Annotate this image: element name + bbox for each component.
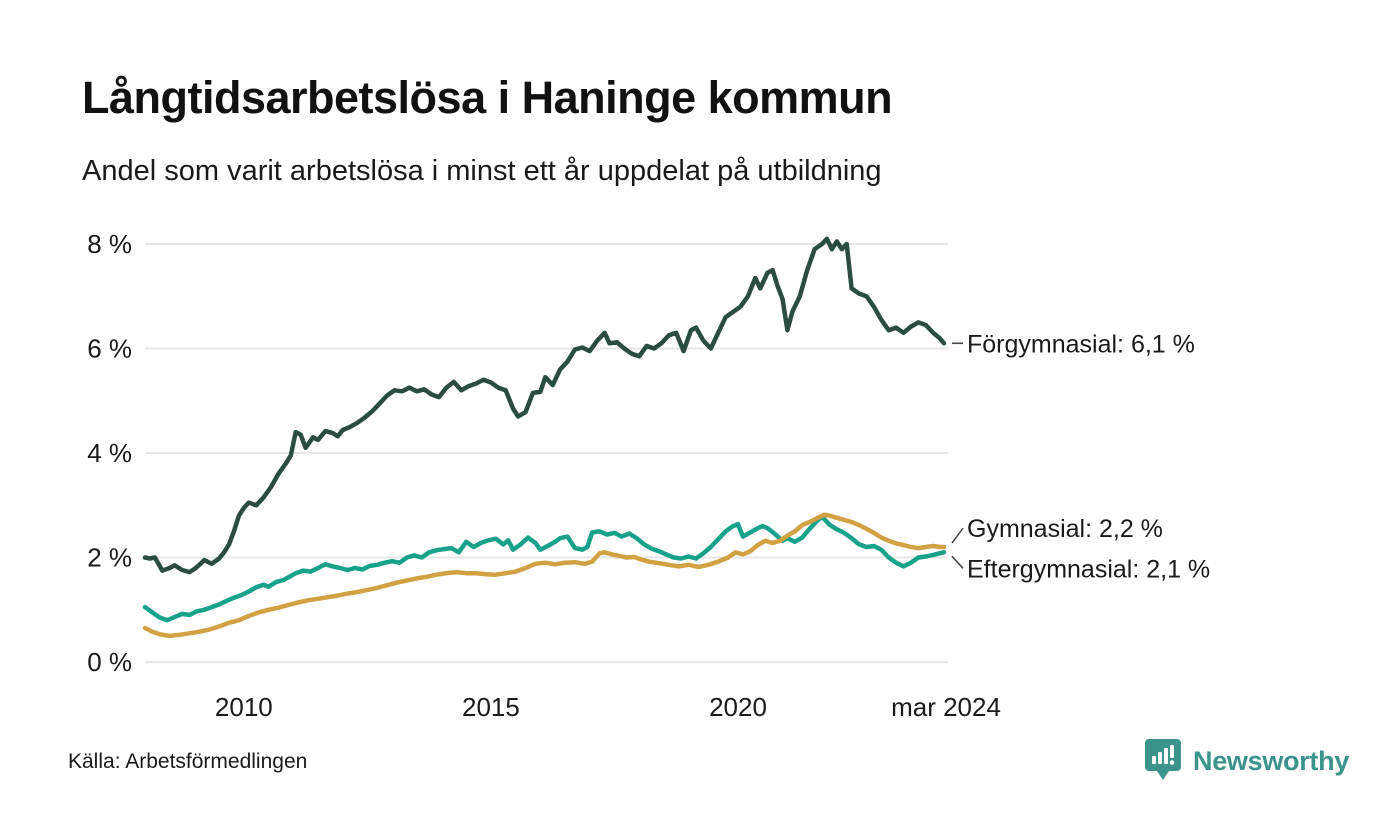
annotation-label: Gymnasial: 2,2 % xyxy=(967,515,1163,543)
newsworthy-wordmark: Newsworthy xyxy=(1193,745,1350,776)
annotation-label: Förgymnasial: 6,1 % xyxy=(967,330,1195,358)
series-eftergymnasial xyxy=(142,514,947,623)
x-tick-label: 2020 xyxy=(709,692,767,722)
x-tick-label: 2010 xyxy=(215,692,273,722)
newsworthy-brand: Newsworthy xyxy=(1144,738,1349,784)
y-tick-label: 4 % xyxy=(87,438,132,468)
newsworthy-logo-icon xyxy=(1145,739,1181,780)
source-attribution: Källa: Arbetsförmedlingen xyxy=(68,750,308,773)
series-förgymnasial xyxy=(142,236,947,575)
y-tick-label: 2 % xyxy=(87,543,132,573)
chart-subtitle: Andel som varit arbetslösa i minst ett å… xyxy=(82,155,882,187)
y-tick-label: 6 % xyxy=(87,334,132,364)
series-gymnasial xyxy=(142,512,947,639)
y-tick-label: 0 % xyxy=(87,647,132,677)
annotation-label: Eftergymnasial: 2,1 % xyxy=(967,555,1210,583)
y-tick-label: 8 % xyxy=(87,229,132,259)
x-tick-label: 2015 xyxy=(462,692,520,722)
x-tick-label: mar 2024 xyxy=(891,692,1001,722)
page-title: Långtidsarbetslösa i Haninge kommun xyxy=(82,72,893,123)
annotation-leader xyxy=(951,555,964,569)
annotation-leader xyxy=(951,527,964,544)
